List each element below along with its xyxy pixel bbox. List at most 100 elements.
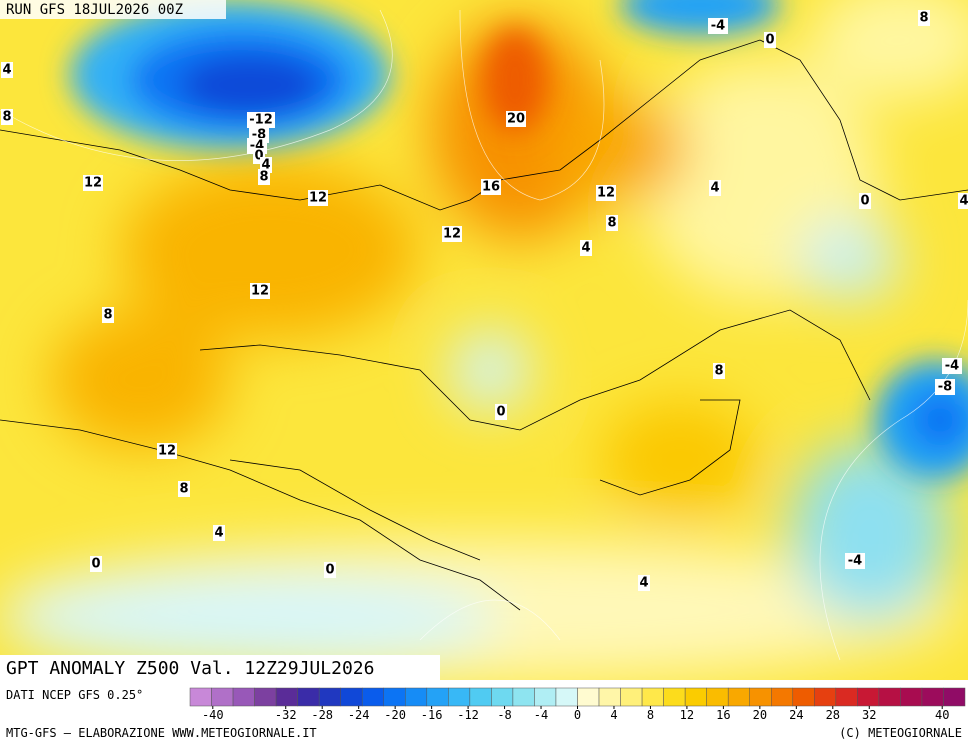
colorbar-tick-label: -32: [275, 708, 297, 722]
colorbar-swatch: [383, 687, 406, 707]
contour-label: 0: [91, 557, 100, 572]
contour-label: 8: [919, 11, 928, 26]
colorbar-swatch: [469, 687, 492, 707]
colorbar-swatch: [598, 687, 621, 707]
contour-label-box: [495, 404, 507, 420]
contour-label-box: [918, 10, 930, 26]
colorbar-tick-label: 0: [574, 708, 581, 722]
contour-label: 4: [261, 158, 270, 173]
colorbar-swatch: [663, 687, 686, 707]
header-box: [0, 0, 226, 19]
contour-label: 12: [309, 191, 327, 206]
contour-label-box: [213, 525, 225, 541]
colorbar-tick-label: 40: [935, 708, 949, 722]
contour-label: 4: [959, 194, 968, 209]
colorbar-swatch: [749, 687, 772, 707]
contour-label-box: [958, 193, 968, 209]
contour-label-box: [247, 112, 275, 128]
credit-left: MTG-GFS — ELABORAZIONE WWW.METEOGIORNALE…: [6, 726, 317, 740]
colorbar-swatch: [297, 687, 320, 707]
contour-label: 8: [103, 308, 112, 323]
contour-label-box: [1, 62, 13, 78]
contour-label: 4: [214, 526, 223, 541]
contour-label: -4: [945, 359, 959, 374]
colorbar-swatch: [361, 687, 385, 707]
contour-label-box: [157, 443, 177, 459]
colorbar-swatch: [878, 687, 901, 707]
contour-label: -4: [711, 19, 725, 34]
contour-label-box: [324, 562, 336, 578]
colorbar-swatch: [641, 687, 664, 707]
colorbar-swatch: [577, 687, 600, 707]
contour-label-box: [596, 185, 616, 201]
contour-label: -12: [249, 113, 273, 128]
credit-right: (C) METEOGIORNALE: [839, 726, 962, 740]
contour-label: -4: [848, 554, 862, 569]
contour-label: 4: [2, 63, 11, 78]
contour-label: 8: [607, 216, 616, 231]
contour-label-box: [1, 109, 13, 125]
contour-label: 12: [443, 227, 461, 242]
contour-label-box: [258, 169, 270, 185]
colorbar-tick-label: 16: [716, 708, 730, 722]
colorbar-tick-label: -28: [311, 708, 333, 722]
contour-label-box: [708, 18, 728, 34]
colorbar-swatch: [211, 687, 234, 707]
contour-label-box: [638, 575, 650, 591]
title-box: [0, 655, 440, 680]
colorbar-swatch: [857, 687, 880, 707]
contour-label: 0: [860, 194, 869, 209]
colorbar-swatch: [340, 687, 363, 707]
colorbar-tick-label: 28: [826, 708, 840, 722]
colorbar-swatch: [254, 687, 277, 707]
colorbar-swatch: [814, 687, 837, 707]
contour-label-box: [859, 193, 871, 209]
coastlines: [0, 39, 968, 611]
colorbar-tick-label: 24: [789, 708, 803, 722]
colorbar-tick-label: -12: [457, 708, 479, 722]
colorbar-tick-label: -20: [384, 708, 406, 722]
contour-label: 16: [482, 180, 500, 195]
contour-label: 0: [765, 33, 774, 48]
colorbar-tick-label: 20: [753, 708, 767, 722]
colorbar-swatch: [275, 687, 298, 707]
run-header: RUN GFS 18JUL2026 00Z: [6, 2, 183, 18]
contour-label-box: [506, 111, 526, 127]
contour-label-box: [709, 180, 721, 196]
contour-label-box: [178, 481, 190, 497]
colorbar-swatch: [318, 687, 341, 707]
contour-label-box: [102, 307, 114, 323]
colorbar-tick-label: 12: [680, 708, 694, 722]
colorbar-tick-label: 8: [647, 708, 654, 722]
contour-label: 0: [496, 405, 505, 420]
contour-label-box: [606, 215, 618, 231]
contour-label: 8: [259, 170, 268, 185]
contour-label-box: [308, 190, 328, 206]
colorbar-swatch: [448, 687, 471, 707]
contour-label-box: [83, 175, 103, 191]
colorbar-swatch: [491, 687, 514, 707]
contour-label-box: [935, 379, 955, 395]
contour-label: 4: [639, 576, 648, 591]
contour-label-box: [442, 226, 462, 242]
contour-label: 4: [710, 181, 719, 196]
contour-label-box: [481, 179, 501, 195]
map-title: GPT ANOMALY Z500 Val. 12Z29JUL2026: [6, 658, 374, 679]
contour-label: 0: [325, 563, 334, 578]
contour-label-box: [942, 358, 962, 374]
colorbar-tick-label: -24: [348, 708, 370, 722]
colorbar-tick-label: 4: [610, 708, 617, 722]
colorbar-swatch: [900, 687, 923, 707]
colorbar-swatch: [534, 687, 557, 707]
colorbar-swatch: [189, 687, 212, 707]
contour-label: 12: [158, 444, 176, 459]
contours: [0, 9, 968, 661]
data-source: DATI NCEP GFS 0.25°: [6, 688, 143, 702]
contour-label-box: [580, 240, 592, 256]
colorbar-swatch: [232, 687, 255, 707]
colorbar-tick-label: 32: [862, 708, 876, 722]
colorbar-tick-label: -4: [534, 708, 548, 722]
contour-label: 12: [251, 284, 269, 299]
